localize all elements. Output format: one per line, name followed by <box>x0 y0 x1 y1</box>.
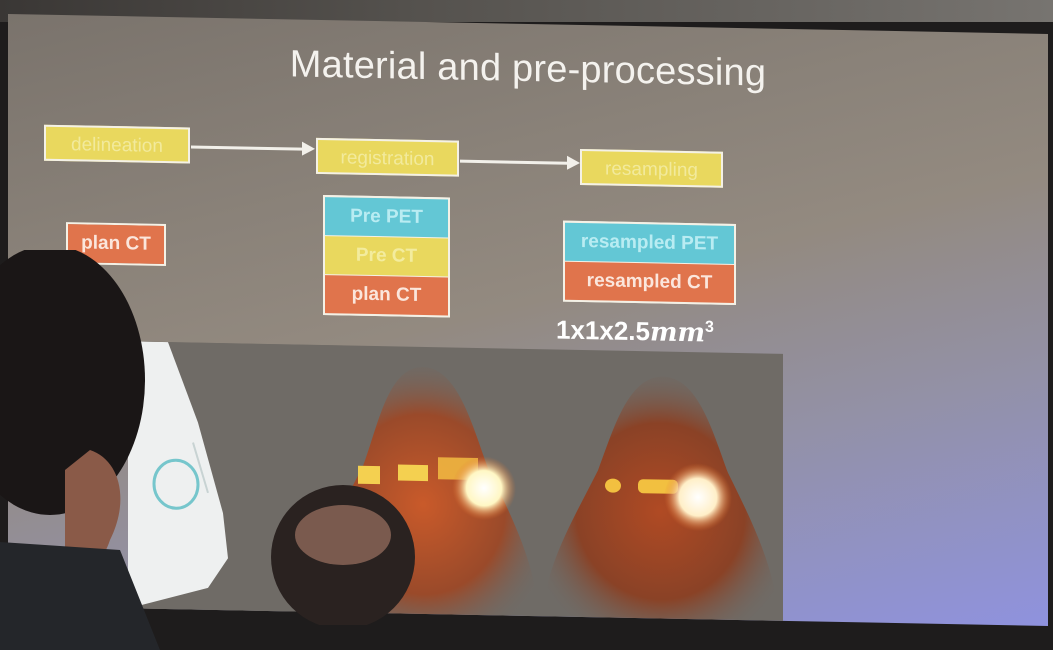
resampled-ct-label: resampled CT <box>565 261 734 303</box>
arrow-registration-to-resampling <box>460 159 568 165</box>
resampling-output-stack: resampled PET resampled CT <box>563 220 736 305</box>
resolution-unit: mm <box>649 317 706 349</box>
projection-screen: Material and pre-processing delineation … <box>8 14 1048 626</box>
registration-input-stack: Pre PET Pre CT plan CT <box>323 195 450 318</box>
resampled-pet-label: resampled PET <box>565 222 734 264</box>
scan-images-panel <box>128 341 783 624</box>
audience-member-left <box>0 250 160 650</box>
pre-ct-label: Pre CT <box>325 236 448 277</box>
pet-scan-image-resampled <box>543 376 778 624</box>
resolution-label: 1x1x2.5mm3 <box>556 315 714 349</box>
wall-background <box>0 0 1053 22</box>
arrow-delineation-to-registration <box>191 145 303 151</box>
resolution-exponent: 3 <box>705 318 714 336</box>
audience-member-middle <box>271 485 415 625</box>
resolution-value: 1x1x2.5 <box>556 314 650 347</box>
registration-plan-ct-label: plan CT <box>325 275 448 316</box>
step-delineation: delineation <box>44 124 190 164</box>
step-resampling: resampling <box>580 148 723 188</box>
pre-pet-label: Pre PET <box>325 197 448 238</box>
slide-title: Material and pre-processing <box>289 43 767 95</box>
step-registration: registration <box>316 137 459 177</box>
